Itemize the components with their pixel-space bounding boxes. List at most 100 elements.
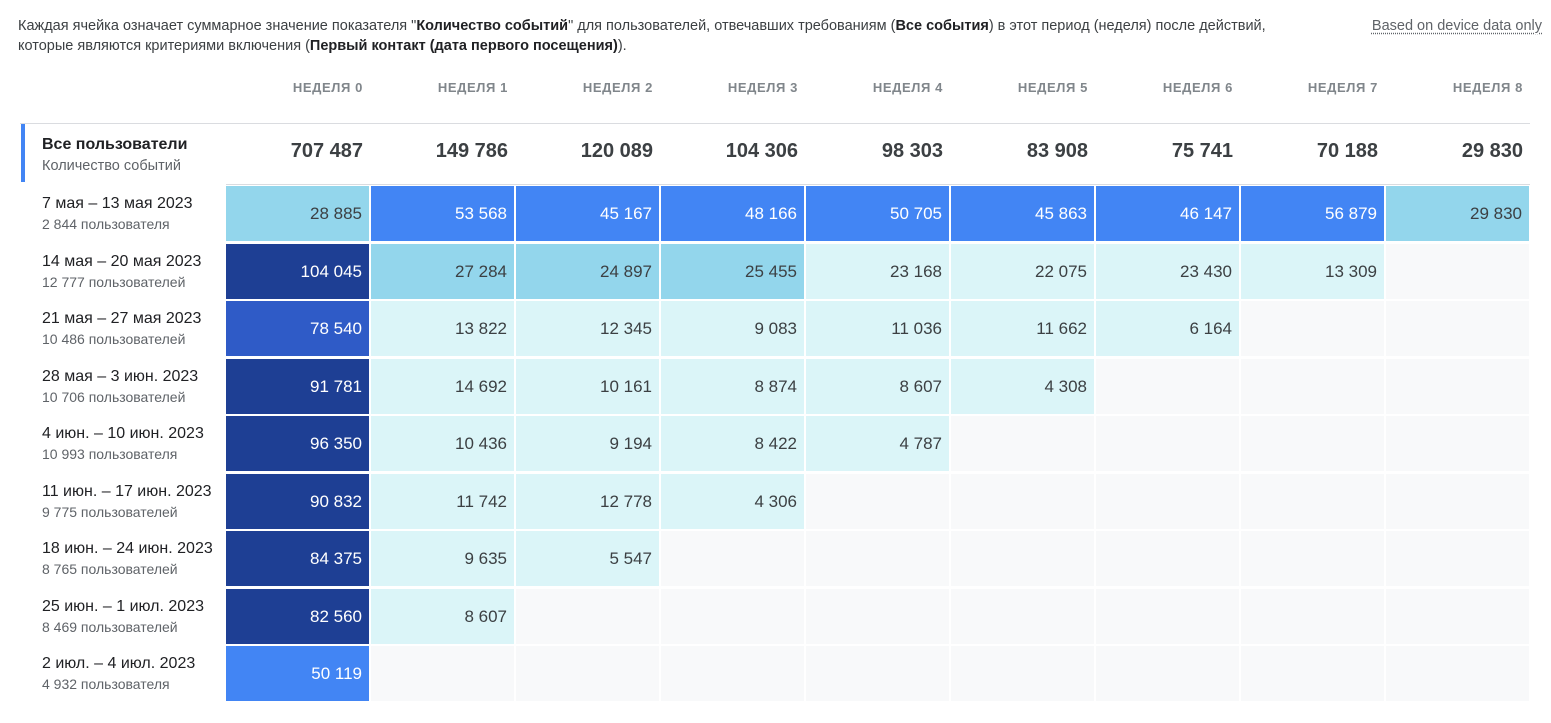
cohort-cell[interactable]: 9 635: [371, 531, 514, 586]
cohort-user-count: 9 775 пользователей: [42, 504, 178, 520]
total-value-week-6: 75 741: [1171, 140, 1233, 162]
cohort-cell-empty: [1241, 646, 1384, 701]
cohort-cell[interactable]: 25 455: [661, 244, 804, 299]
cohort-cell[interactable]: 8 874: [661, 359, 804, 414]
cohort-cell-empty: [1386, 359, 1529, 414]
total-value-week-3: 104 306: [725, 140, 798, 162]
cohort-row-label: 14 мая – 20 мая 2023 12 777 пользователей: [42, 252, 222, 291]
segment-name: Все события: [895, 18, 989, 34]
totals-divider: [226, 184, 1530, 185]
week-header-5: НЕДЕЛЯ 5: [1017, 80, 1088, 95]
week-header-7: НЕДЕЛЯ 7: [1307, 80, 1378, 95]
cohort-cell[interactable]: 23 430: [1096, 244, 1239, 299]
cohort-user-count: 10 706 пользователей: [42, 389, 186, 405]
week-header-8: НЕДЕЛЯ 8: [1452, 80, 1523, 95]
cohort-cell[interactable]: 91 781: [226, 359, 369, 414]
cohort-cell[interactable]: 45 863: [951, 186, 1094, 241]
cohort-cell-empty: [516, 589, 659, 644]
cohort-cell[interactable]: 50 119: [226, 646, 369, 701]
cohort-user-count: 4 932 пользователя: [42, 676, 170, 692]
cohort-date-range: 18 июн. – 24 июн. 2023: [42, 540, 213, 557]
total-value-week-8: 29 830: [1461, 140, 1523, 162]
cohort-row-label: 25 июн. – 1 июл. 2023 8 469 пользователей: [42, 597, 222, 636]
cohort-cell[interactable]: 13 822: [371, 301, 514, 356]
cohort-cell[interactable]: 27 284: [371, 244, 514, 299]
cohort-cell-empty: [951, 531, 1094, 586]
cohort-cell[interactable]: 84 375: [226, 531, 369, 586]
cohort-cell-empty: [1096, 531, 1239, 586]
cohort-cell-empty: [806, 474, 949, 529]
cohort-cell-empty: [1386, 474, 1529, 529]
cohort-cell[interactable]: 10 161: [516, 359, 659, 414]
cohort-cell[interactable]: 78 540: [226, 301, 369, 356]
desc-text: ) в этот период (неделя) после действий,…: [18, 18, 1266, 54]
cohort-cell[interactable]: 28 885: [226, 186, 369, 241]
cohort-cell-empty: [951, 474, 1094, 529]
cohort-cell-empty: [806, 531, 949, 586]
cohort-user-count: 12 777 пользователей: [42, 274, 186, 290]
cohort-user-count: 8 469 пользователей: [42, 619, 178, 635]
cohort-cell[interactable]: 6 164: [1096, 301, 1239, 356]
cohort-cell[interactable]: 8 607: [806, 359, 949, 414]
cohort-date-range: 21 мая – 27 мая 2023: [42, 310, 202, 327]
cohort-cell[interactable]: 8 607: [371, 589, 514, 644]
device-data-link[interactable]: Based on device data only: [1371, 18, 1542, 34]
cohort-cell[interactable]: 11 662: [951, 301, 1094, 356]
cohort-cell[interactable]: 50 705: [806, 186, 949, 241]
cohort-cell[interactable]: 45 167: [516, 186, 659, 241]
cohort-date-range: 11 июн. – 17 июн. 2023: [42, 483, 212, 500]
cohort-cell[interactable]: 11 036: [806, 301, 949, 356]
cohort-cell-empty: [951, 416, 1094, 471]
cohort-cell[interactable]: 29 830: [1386, 186, 1529, 241]
cohort-cell[interactable]: 9 194: [516, 416, 659, 471]
week-header-0: НЕДЕЛЯ 0: [292, 80, 363, 95]
total-accent-bar: [21, 124, 25, 182]
cohort-cell[interactable]: 23 168: [806, 244, 949, 299]
cohort-cell-empty: [1241, 416, 1384, 471]
cohort-row-label: 21 мая – 27 мая 2023 10 486 пользователей: [42, 309, 222, 348]
cohort-cell[interactable]: 22 075: [951, 244, 1094, 299]
cohort-cell[interactable]: 46 147: [1096, 186, 1239, 241]
cohort-cell[interactable]: 12 345: [516, 301, 659, 356]
cohort-cell[interactable]: 4 306: [661, 474, 804, 529]
cohort-cell[interactable]: 14 692: [371, 359, 514, 414]
cohort-date-range: 14 мая – 20 мая 2023: [42, 253, 202, 270]
cohort-cell[interactable]: 96 350: [226, 416, 369, 471]
total-value-week-7: 70 188: [1316, 140, 1378, 162]
cohort-cell[interactable]: 90 832: [226, 474, 369, 529]
cohort-user-count: 2 844 пользователя: [42, 216, 170, 232]
cohort-cell-empty: [951, 646, 1094, 701]
total-divider: [20, 123, 1530, 124]
cohort-cell[interactable]: 13 309: [1241, 244, 1384, 299]
desc-text: " для пользователей, отвечавших требован…: [568, 18, 896, 34]
cohort-cell[interactable]: 82 560: [226, 589, 369, 644]
cohort-cell[interactable]: 53 568: [371, 186, 514, 241]
cohort-cell[interactable]: 8 422: [661, 416, 804, 471]
cohort-cell[interactable]: 4 308: [951, 359, 1094, 414]
cohort-cell[interactable]: 4 787: [806, 416, 949, 471]
cohort-cell-empty: [1096, 474, 1239, 529]
cohort-user-count: 10 993 пользователя: [42, 446, 178, 462]
cohort-row-label: 11 июн. – 17 июн. 2023 9 775 пользователе…: [42, 482, 222, 521]
cohort-cell[interactable]: 5 547: [516, 531, 659, 586]
cohort-cell-empty: [951, 589, 1094, 644]
cohort-cell-empty: [1096, 589, 1239, 644]
cohort-cell[interactable]: 9 083: [661, 301, 804, 356]
cohort-cell[interactable]: 10 436: [371, 416, 514, 471]
cohort-cell[interactable]: 104 045: [226, 244, 369, 299]
cohort-cell[interactable]: 56 879: [1241, 186, 1384, 241]
cohort-cell[interactable]: 11 742: [371, 474, 514, 529]
cohort-cell[interactable]: 24 897: [516, 244, 659, 299]
week-header-4: НЕДЕЛЯ 4: [872, 80, 943, 95]
total-value-week-1: 149 786: [435, 140, 508, 162]
cohort-row-label: 2 июл. – 4 июл. 2023 4 932 пользователя: [42, 654, 222, 693]
cohort-row-label: 28 мая – 3 июн. 2023 10 706 пользователей: [42, 367, 222, 406]
cohort-cell-empty: [806, 589, 949, 644]
cohort-cell-empty: [1386, 589, 1529, 644]
cohort-cell-empty: [1096, 359, 1239, 414]
cohort-cell-empty: [371, 646, 514, 701]
cohort-cell[interactable]: 48 166: [661, 186, 804, 241]
desc-text: ).: [617, 38, 627, 54]
cohort-cell[interactable]: 12 778: [516, 474, 659, 529]
cohort-cell-empty: [1386, 531, 1529, 586]
